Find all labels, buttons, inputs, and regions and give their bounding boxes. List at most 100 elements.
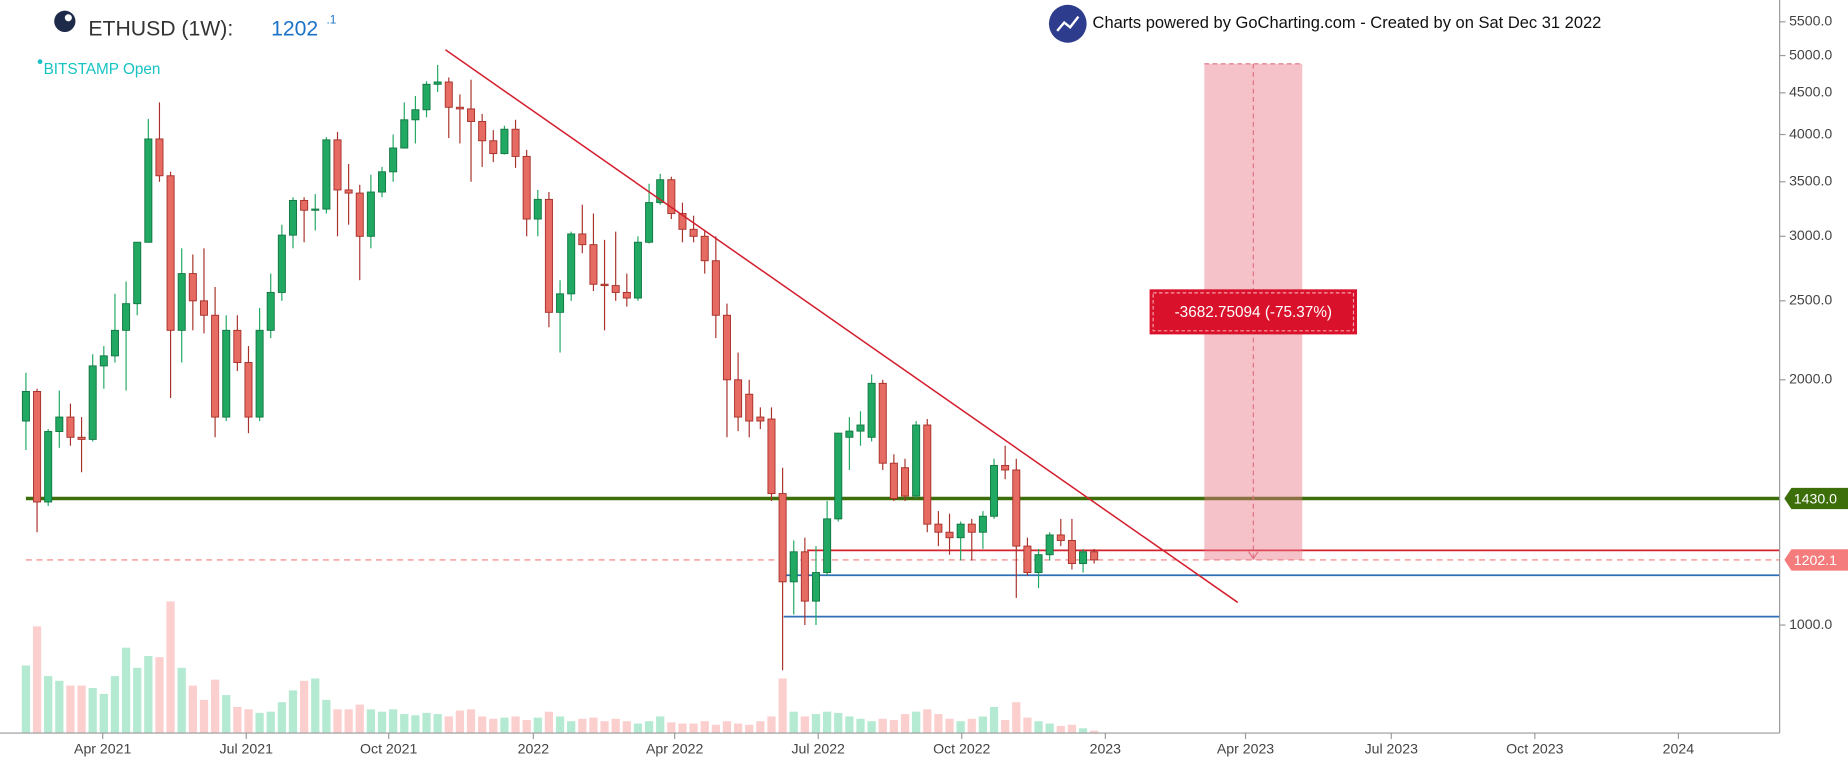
candle-body <box>478 121 487 142</box>
candle-body <box>288 199 297 236</box>
volume-bar <box>578 718 587 734</box>
volume-bar <box>656 716 665 734</box>
candle-body <box>366 191 375 237</box>
volume-bar <box>177 667 186 734</box>
volume-bar <box>867 721 876 734</box>
volume-bar <box>366 709 376 734</box>
volume-bar <box>422 712 431 734</box>
symbol-logo-dot <box>64 14 72 22</box>
measure-arrow-head <box>1248 551 1259 560</box>
candle-body <box>978 515 987 533</box>
candle-body <box>389 147 398 173</box>
volume-bar <box>756 721 765 734</box>
volume-bar <box>55 680 64 734</box>
volume-bar <box>199 699 209 734</box>
candle-body <box>489 140 498 155</box>
volume-bar <box>733 723 743 734</box>
x-tick-label: Oct 2023 <box>1506 741 1563 757</box>
volume-bar <box>967 718 976 734</box>
x-tick-label: Oct 2022 <box>933 741 990 757</box>
candle-body <box>567 233 576 295</box>
gocharting-logo-icon <box>1056 15 1080 32</box>
volume-bar <box>511 716 520 734</box>
y-tick-label: 3000.0 <box>1789 228 1832 244</box>
volume-bar <box>244 709 253 734</box>
x-tick-label: Apr 2022 <box>646 741 703 757</box>
candle-body <box>155 138 164 177</box>
volume-bar <box>822 711 832 734</box>
volume-bar <box>255 712 264 734</box>
candle-body <box>1023 545 1032 574</box>
volume-bar <box>611 718 620 734</box>
volume-bar <box>277 702 286 734</box>
trendline <box>445 49 1239 604</box>
candle-body <box>756 416 765 422</box>
volume-bar <box>466 709 476 734</box>
volume-bar <box>433 714 442 734</box>
volume-bar <box>478 716 487 734</box>
candle-body <box>211 314 220 418</box>
candle-body <box>1034 554 1043 574</box>
candle-body <box>633 241 642 299</box>
x-tick-label: Apr 2021 <box>74 741 131 757</box>
volume-bar <box>155 657 164 734</box>
candle-body <box>1067 540 1076 564</box>
candle-body <box>1012 469 1021 547</box>
volume-bar <box>222 695 231 734</box>
volume-bar <box>878 718 887 734</box>
volume-bar <box>133 667 142 734</box>
candle-body <box>444 81 453 108</box>
candle-body <box>1090 551 1099 561</box>
volume-bar <box>411 715 420 734</box>
volume-bar <box>644 721 654 734</box>
candle-body <box>188 273 197 302</box>
x-tick-label: Apr 2023 <box>1217 741 1274 757</box>
candle-body <box>311 208 320 211</box>
volume-bar <box>1090 730 1099 734</box>
exchange-dot <box>37 59 43 65</box>
candle-body <box>177 273 186 331</box>
candle-body <box>433 81 442 85</box>
volume-bar <box>889 719 899 734</box>
volume-bar <box>311 678 320 734</box>
volume-bar <box>923 709 932 734</box>
candle-body <box>522 155 531 220</box>
volume-bar <box>1067 724 1077 734</box>
y-tick-label: 4500.0 <box>1789 85 1832 101</box>
volume-bar <box>934 714 943 734</box>
volume-bar <box>522 719 531 734</box>
volume-bar <box>600 721 609 734</box>
volume-bar <box>845 716 854 734</box>
candle-body <box>834 432 843 520</box>
measure-label-box <box>1149 289 1358 335</box>
symbol-logo <box>54 10 76 33</box>
volume-bar <box>110 676 120 734</box>
candle-body <box>656 179 665 204</box>
volume-bar <box>711 724 720 734</box>
candle-body <box>856 424 865 432</box>
volume-bar <box>322 699 331 734</box>
volume-bar <box>210 679 220 734</box>
candle-body <box>500 128 509 155</box>
candle-body <box>901 467 910 497</box>
x-tick-label: 2022 <box>518 741 550 757</box>
measure-label-border <box>1152 292 1355 332</box>
volume-bar <box>589 717 598 734</box>
candle-body <box>422 83 431 111</box>
volume-bar <box>166 601 175 734</box>
volume-bar <box>99 693 108 734</box>
candle-body <box>700 235 709 262</box>
volume-bar <box>1012 702 1021 734</box>
volume-bar <box>900 714 910 734</box>
candle-body <box>333 139 342 191</box>
volume-bar <box>800 716 809 734</box>
volume-bar <box>567 721 576 734</box>
candle-body <box>467 108 476 122</box>
candle-body <box>811 572 820 602</box>
volume-bar <box>912 711 921 734</box>
volume-bar <box>811 714 821 734</box>
last-price-decimal: .1 <box>326 12 336 26</box>
candle-body <box>578 233 587 246</box>
